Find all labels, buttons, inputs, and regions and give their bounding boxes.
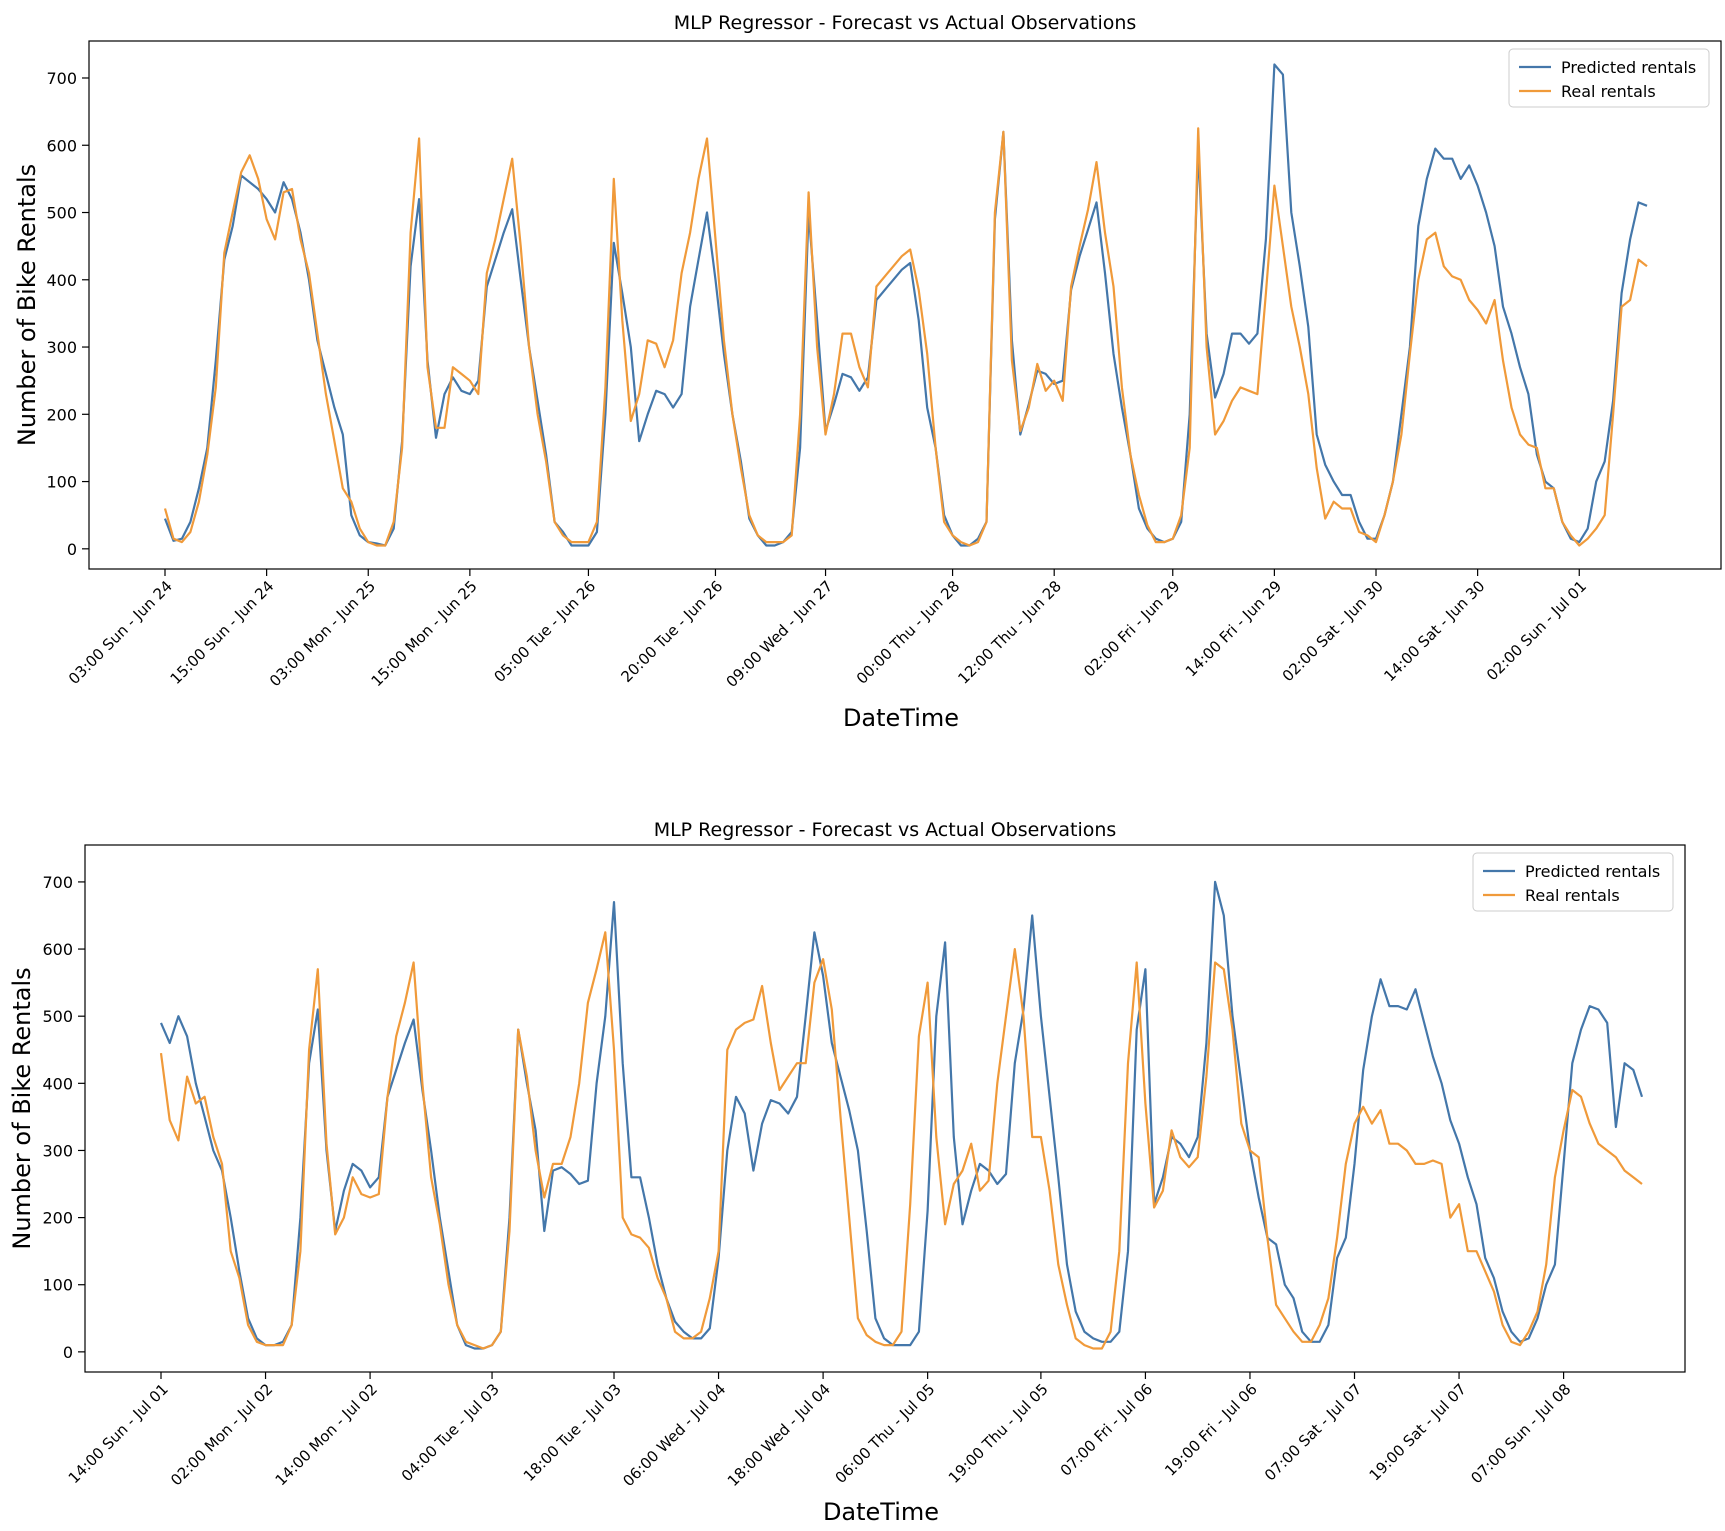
x-tick-label: 14:00 Sun - Jul 01 bbox=[65, 1380, 172, 1487]
x-axis-label: DateTime bbox=[843, 704, 959, 732]
x-tick-label: 02:00 Sun - Jul 01 bbox=[1483, 577, 1590, 684]
x-tick-label: 07:00 Sun - Jul 08 bbox=[1467, 1380, 1574, 1487]
x-tick-label: 12:00 Thu - Jun 28 bbox=[954, 577, 1065, 688]
x-tick-label: 05:00 Tue - Jun 26 bbox=[490, 577, 599, 686]
x-tick-label: 14:00 Fri - Jun 29 bbox=[1182, 577, 1285, 680]
series-line-predicted bbox=[159, 880, 1644, 1350]
y-tick-label: 700 bbox=[42, 873, 73, 892]
chart-top: MLP Regressor - Forecast vs Actual Obser… bbox=[13, 12, 1722, 732]
legend bbox=[1472, 852, 1674, 912]
x-tick-label: 14:00 Sat - Jun 30 bbox=[1380, 577, 1488, 685]
x-tick-label: 03:00 Mon - Jun 25 bbox=[266, 577, 379, 690]
y-tick-label: 300 bbox=[46, 338, 77, 357]
y-axis-label: Number of Bike Rentals bbox=[8, 967, 36, 1249]
chart-bottom: MLP Regressor - Forecast vs Actual Obser… bbox=[0, 805, 1725, 1531]
legend-label: Predicted rentals bbox=[1525, 862, 1660, 881]
series-line-real bbox=[159, 931, 1643, 1350]
x-tick-label: 18:00 Tue - Jul 03 bbox=[520, 1380, 625, 1485]
y-tick-label: 400 bbox=[46, 271, 77, 290]
chart-top-svg: MLP Regressor - Forecast vs Actual Obser… bbox=[13, 12, 1722, 732]
y-tick-label: 100 bbox=[42, 1276, 73, 1295]
y-tick-label: 0 bbox=[63, 1343, 73, 1362]
y-tick-label: 100 bbox=[46, 473, 77, 492]
x-tick-label: 07:00 Fri - Jul 06 bbox=[1057, 1380, 1157, 1480]
y-axis-label: Number of Bike Rentals bbox=[13, 164, 41, 446]
x-tick-label: 19:00 Fri - Jul 06 bbox=[1161, 1380, 1261, 1480]
x-tick-label: 18:00 Wed - Jul 04 bbox=[724, 1380, 834, 1490]
x-tick-label: 02:00 Sat - Jun 30 bbox=[1279, 577, 1387, 685]
y-tick-label: 200 bbox=[46, 405, 77, 424]
plot-frame bbox=[84, 844, 1686, 1373]
x-axis-label: DateTime bbox=[823, 1498, 939, 1526]
legend-label: Real rentals bbox=[1561, 82, 1656, 101]
chart-title: MLP Regressor - Forecast vs Actual Obser… bbox=[674, 12, 1137, 34]
x-tick-label: 14:00 Mon - Jul 02 bbox=[272, 1380, 381, 1489]
x-tick-label: 02:00 Fri - Jun 29 bbox=[1080, 577, 1183, 680]
x-tick-label: 02:00 Mon - Jul 02 bbox=[167, 1380, 276, 1489]
y-tick-label: 0 bbox=[67, 540, 77, 559]
series-line-predicted bbox=[163, 63, 1648, 547]
x-tick-label: 09:00 Wed - Jun 27 bbox=[723, 577, 837, 691]
y-tick-label: 700 bbox=[46, 69, 77, 88]
y-tick-label: 300 bbox=[42, 1141, 73, 1160]
legend-label: Real rentals bbox=[1525, 886, 1620, 905]
plot-frame bbox=[88, 40, 1722, 570]
y-tick-label: 600 bbox=[42, 940, 73, 959]
y-tick-label: 600 bbox=[46, 136, 77, 155]
y-tick-label: 400 bbox=[42, 1074, 73, 1093]
y-tick-label: 500 bbox=[46, 204, 77, 223]
chart-title: MLP Regressor - Forecast vs Actual Obser… bbox=[654, 819, 1117, 841]
legend bbox=[1508, 48, 1710, 108]
x-tick-label: 19:00 Thu - Jul 05 bbox=[945, 1380, 1052, 1487]
x-tick-label: 03:00 Sun - Jun 24 bbox=[65, 577, 176, 688]
x-tick-label: 06:00 Wed - Jul 04 bbox=[619, 1380, 729, 1490]
y-tick-label: 500 bbox=[42, 1007, 73, 1026]
legend-label: Predicted rentals bbox=[1561, 58, 1696, 77]
x-tick-label: 00:00 Thu - Jun 28 bbox=[853, 577, 964, 688]
series-line-real bbox=[163, 127, 1648, 547]
x-tick-label: 19:00 Sat - Jul 07 bbox=[1366, 1380, 1470, 1484]
x-tick-label: 07:00 Sat - Jul 07 bbox=[1261, 1380, 1365, 1484]
x-tick-label: 15:00 Mon - Jun 25 bbox=[368, 577, 481, 690]
x-tick-label: 04:00 Tue - Jul 03 bbox=[398, 1380, 503, 1485]
x-tick-label: 15:00 Sun - Jun 24 bbox=[167, 577, 278, 688]
chart-bottom-svg: MLP Regressor - Forecast vs Actual Obser… bbox=[8, 819, 1686, 1526]
x-tick-label: 20:00 Tue - Jun 26 bbox=[617, 577, 726, 686]
y-tick-label: 200 bbox=[42, 1209, 73, 1228]
x-tick-label: 06:00 Thu - Jul 05 bbox=[832, 1380, 939, 1487]
